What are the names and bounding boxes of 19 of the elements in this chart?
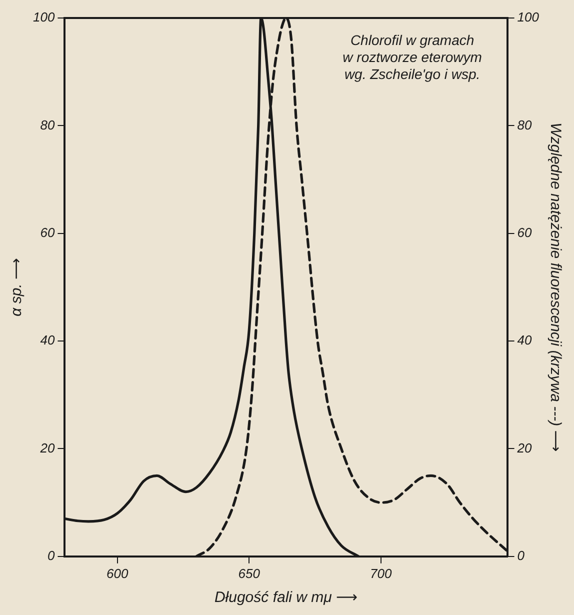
x-tick-label: 600 [106, 566, 129, 581]
x-axis-title: Długość fali w mμ ⟶ [214, 589, 358, 606]
y-tick-label: 100 [32, 10, 56, 25]
y-tick-label: 80 [40, 117, 56, 132]
x-tick-label: 650 [238, 566, 261, 581]
y2-axis-title: Względne natężenie fluorescencji (krzywa ---) ⟶ [546, 122, 564, 452]
y2-tick-label: 0 [517, 548, 526, 564]
annotation: Chlorofil w gramach w roztworze eterowym wg. Zscheile'go i wsp. [342, 32, 482, 82]
y2-tick-label: 80 [517, 117, 533, 132]
y-tick-label: 0 [47, 548, 56, 564]
x-tick-label: 700 [370, 566, 392, 581]
y-tick-label: 40 [40, 332, 56, 348]
y-tick-label: 60 [40, 224, 56, 240]
y2-tick-label: 60 [517, 224, 533, 240]
y-axis-title: α sp. ⟶ [8, 258, 26, 316]
y-tick-label: 20 [39, 440, 56, 456]
y2-tick-label: 20 [516, 440, 533, 456]
y2-tick-label: 100 [517, 10, 540, 25]
y2-tick-label: 40 [517, 332, 533, 348]
